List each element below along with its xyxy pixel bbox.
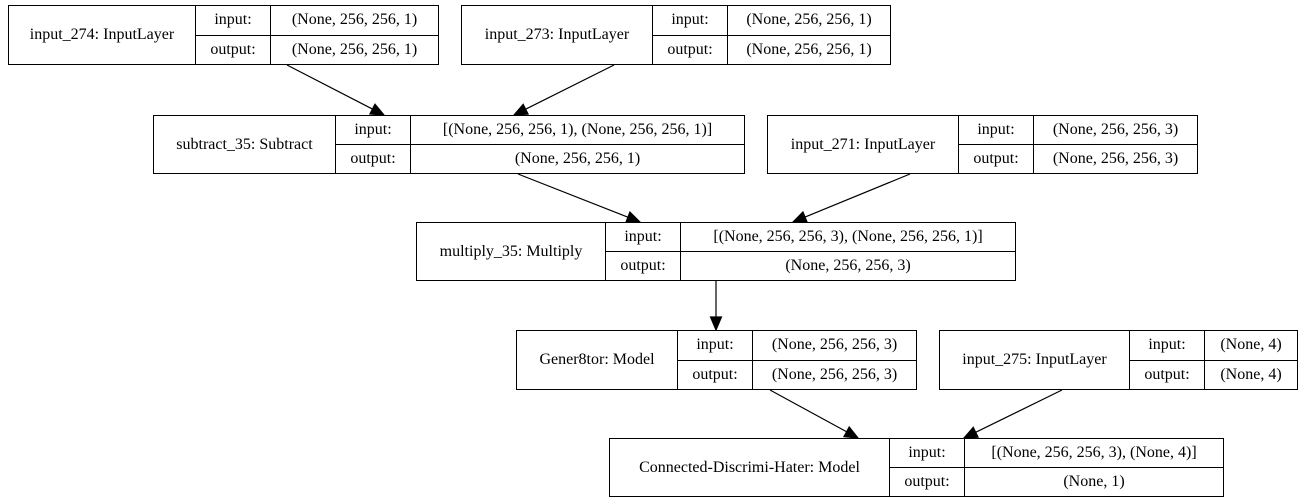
node-subtract-35[interactable]: subtract_35: Subtract input: output: [(N… <box>153 115 745 174</box>
input-shape: (None, 256, 256, 3) <box>1034 116 1197 145</box>
input-shape: (None, 256, 256, 3) <box>753 331 916 361</box>
input-shape: (None, 4) <box>1205 331 1297 361</box>
arrowhead-icon <box>368 103 386 116</box>
node-gener8tor[interactable]: Gener8tor: Model input: output: (None, 2… <box>516 330 917 390</box>
edge-gener8tor-to-connected <box>769 389 847 433</box>
node-connected-discrimi-hater[interactable]: Connected-Discrimi-Hater: Model input: o… <box>609 438 1224 497</box>
output-shape: (None, 256, 256, 3) <box>785 257 911 274</box>
output-port-label: output: <box>1144 365 1190 383</box>
arrowhead-icon <box>624 211 642 223</box>
input-port-label: input: <box>196 6 270 36</box>
input-port-label: input: <box>1130 331 1204 361</box>
output-shape: (None, 4) <box>1220 365 1282 383</box>
output-shape: (None, 256, 256, 3) <box>771 365 898 383</box>
output-shape: (None, 1) <box>1063 473 1125 490</box>
edge-subtract_35-to-multiply_35 <box>517 173 629 218</box>
input-shape: (None, 256, 256, 1) <box>728 6 890 36</box>
input-port-label: input: <box>606 223 680 252</box>
input-port-label: input: <box>653 6 727 36</box>
node-name: input_273: InputLayer <box>462 6 653 64</box>
output-port-label: output: <box>667 40 713 58</box>
input-shape: [(None, 256, 256, 3), (None, 4)] <box>965 439 1223 468</box>
output-port-label: output: <box>210 40 256 58</box>
node-name: Gener8tor: Model <box>517 331 678 389</box>
output-shape: (None, 256, 256, 1) <box>514 150 641 167</box>
node-input-271[interactable]: input_271: InputLayer input: output: (No… <box>767 115 1198 174</box>
node-name: subtract_35: Subtract <box>154 116 336 173</box>
input-shape: (None, 256, 256, 1) <box>271 6 438 36</box>
edge-input_273-to-subtract_35 <box>525 64 615 110</box>
node-name: input_275: InputLayer <box>940 331 1130 389</box>
edge-input_271-to-multiply_35 <box>804 173 911 218</box>
input-port-label: input: <box>678 331 752 361</box>
output-shape: (None, 256, 256, 1) <box>291 40 418 58</box>
node-input-274[interactable]: input_274: InputLayer input: output: (No… <box>8 5 439 65</box>
edge-input_274-to-subtract_35 <box>286 64 373 110</box>
output-shape: (None, 256, 256, 1) <box>746 40 872 58</box>
input-shape: [(None, 256, 256, 1), (None, 256, 256, 1… <box>411 116 744 145</box>
input-shape: [(None, 256, 256, 3), (None, 256, 256, 1… <box>681 223 1015 252</box>
node-name: multiply_35: Multiply <box>417 223 606 280</box>
arrowhead-icon <box>791 210 809 223</box>
node-name: Connected-Discrimi-Hater: Model <box>610 439 890 496</box>
node-input-273[interactable]: input_273: InputLayer input: output: (No… <box>461 5 891 65</box>
output-port-label: output: <box>350 150 396 167</box>
node-multiply-35[interactable]: multiply_35: Multiply input: output: [(N… <box>416 222 1016 281</box>
output-port-label: output: <box>692 365 738 383</box>
arrowhead-icon <box>842 425 860 439</box>
output-port-label: output: <box>904 473 950 490</box>
output-shape: (None, 256, 256, 3) <box>1052 150 1179 167</box>
node-name: input_274: InputLayer <box>9 6 196 64</box>
node-name: input_271: InputLayer <box>768 116 959 173</box>
arrowhead-icon <box>709 316 723 332</box>
arrowhead-icon <box>962 426 980 439</box>
output-port-label: output: <box>973 150 1019 167</box>
input-port-label: input: <box>959 116 1033 145</box>
input-port-label: input: <box>890 439 964 468</box>
node-input-275[interactable]: input_275: InputLayer input: output: (No… <box>939 330 1298 390</box>
arrowhead-icon <box>512 103 530 116</box>
output-port-label: output: <box>620 257 666 274</box>
edge-input_275-to-connected <box>975 389 1063 433</box>
input-port-label: input: <box>336 116 410 145</box>
